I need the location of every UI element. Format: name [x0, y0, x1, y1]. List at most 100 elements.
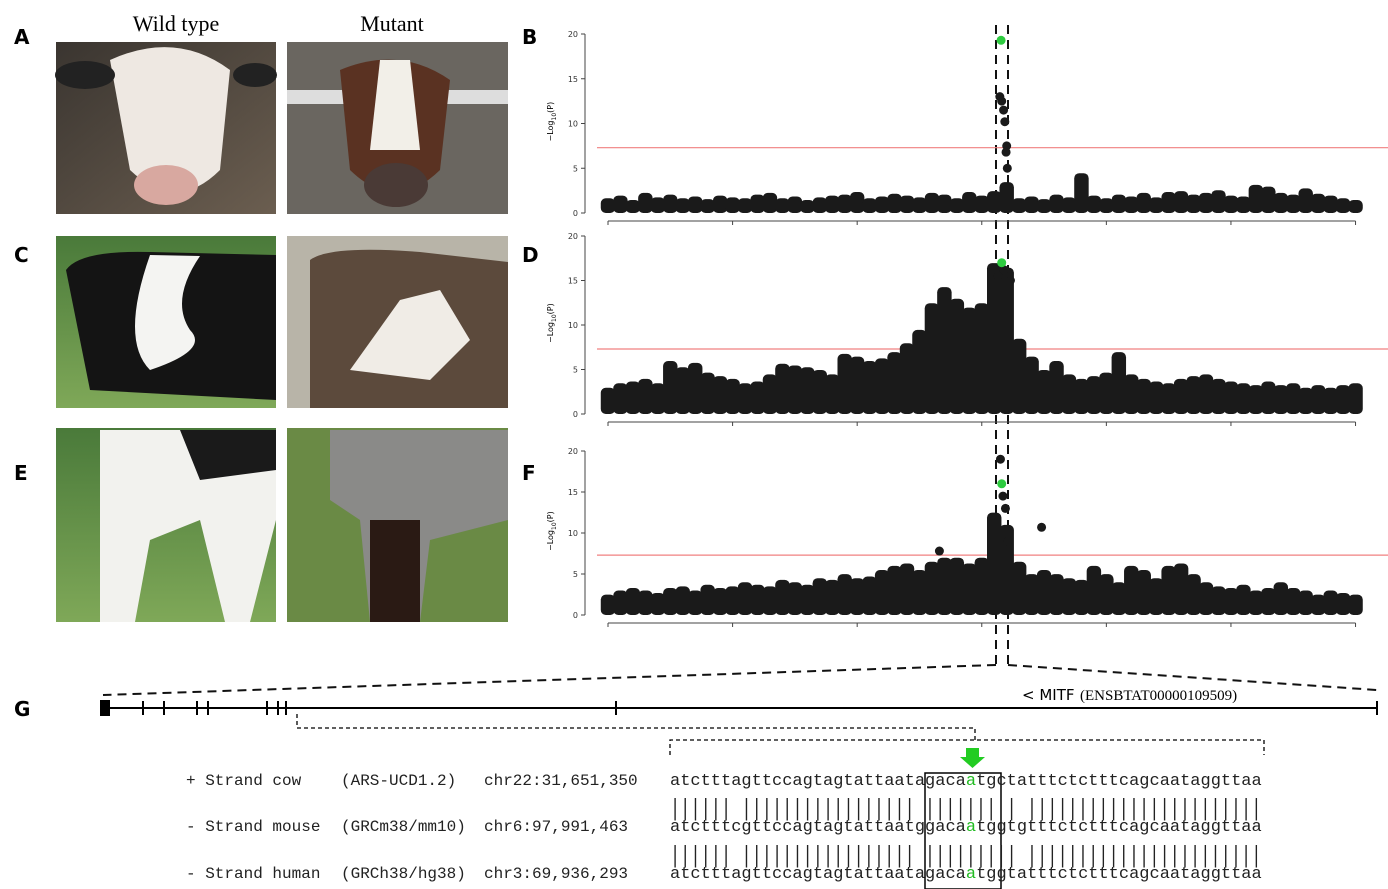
- snp-column: [825, 579, 840, 615]
- snp-column: [874, 358, 890, 414]
- snp-column: [1335, 592, 1351, 615]
- snp-column: [974, 195, 989, 213]
- sequence: atctttagttccagtagtattaatagacaatgctatttct…: [670, 772, 1262, 791]
- snp-column: [874, 570, 890, 615]
- snp-column: [1161, 565, 1176, 615]
- snp-column: [1198, 582, 1214, 615]
- snp-column: [750, 194, 765, 213]
- y-axis-label-part: −Log: [546, 530, 555, 551]
- y-tick-label: 0: [573, 611, 578, 620]
- lead-snp: [997, 479, 1007, 489]
- snp-column: [1111, 194, 1127, 213]
- snp-column: [1074, 579, 1089, 615]
- snp-column: [750, 381, 765, 414]
- y-axis-label-part: (P): [546, 303, 555, 314]
- snp-column: [725, 378, 740, 414]
- gene-model: [100, 700, 1378, 716]
- snp-column: [1124, 196, 1139, 213]
- panel-label: F: [522, 461, 536, 485]
- snp-column: [1086, 195, 1102, 213]
- snp-column: [775, 579, 790, 615]
- y-axis-label-part: (P): [546, 511, 555, 522]
- snp-column: [600, 387, 616, 414]
- sequence-part: tggtgtttctctttcagcaataggttaa: [976, 818, 1262, 837]
- snp-column: [899, 563, 915, 615]
- snp-column: [1049, 194, 1064, 213]
- sequence-part: atctttagttccagtagtattaatagaca: [670, 865, 966, 884]
- snp-column: [1323, 195, 1338, 213]
- snp-column: [1348, 594, 1363, 615]
- snp-column: [899, 195, 915, 213]
- snp-column: [663, 588, 678, 615]
- snp-column: [899, 343, 915, 414]
- y-tick-label: 10: [568, 120, 578, 129]
- variant-arrow: [960, 748, 985, 768]
- photo-a-wild: [55, 42, 277, 214]
- snp-column: [837, 353, 852, 414]
- strand-label: + Strand cow: [186, 772, 302, 790]
- y-axis-label: −Log10(P): [546, 102, 558, 142]
- snp-column: [1111, 352, 1127, 414]
- snp-column: [712, 195, 728, 213]
- snp-column: [937, 194, 952, 213]
- snp-point: [998, 491, 1008, 501]
- snp-column: [1298, 590, 1313, 615]
- snp-column: [1099, 198, 1114, 213]
- snp-column: [762, 374, 778, 414]
- snp-column: [999, 524, 1014, 615]
- snp-column: [638, 378, 653, 414]
- y-tick-label: 5: [573, 164, 578, 173]
- snp-column: [949, 557, 965, 615]
- snp-column: [987, 263, 1002, 414]
- snp-column: [812, 197, 828, 213]
- snp-column: [1211, 378, 1226, 414]
- snp-column: [650, 197, 666, 213]
- snp-column: [999, 182, 1014, 213]
- snp-column: [687, 362, 703, 414]
- snp-column: [974, 303, 989, 414]
- snp-column: [962, 191, 977, 213]
- snp-column: [800, 367, 815, 414]
- photo-header: Wild type: [133, 11, 220, 36]
- snp-column: [825, 374, 840, 414]
- snp-column: [737, 198, 753, 213]
- snp-column: [1298, 188, 1313, 213]
- snp-column: [638, 192, 653, 213]
- snp-column: [1136, 378, 1151, 414]
- panel-label: A: [14, 25, 30, 49]
- snp-point: [1037, 522, 1047, 532]
- y-tick-label: 15: [568, 488, 578, 497]
- snp-column: [1248, 184, 1264, 213]
- snp-column: [1173, 563, 1189, 615]
- snp-column: [675, 586, 690, 615]
- variant-base: a: [966, 865, 976, 884]
- snp-column: [1136, 192, 1151, 213]
- snp-column: [1161, 191, 1176, 213]
- snp-column: [1261, 588, 1276, 615]
- snp-column: [924, 303, 940, 414]
- snp-column: [613, 195, 628, 213]
- snp-column: [625, 588, 641, 615]
- snp-column: [625, 381, 641, 414]
- snp-column: [1198, 374, 1214, 414]
- snp-point: [1000, 503, 1010, 513]
- snp-column: [862, 576, 877, 615]
- snp-column: [1086, 376, 1102, 414]
- snp-column: [1024, 196, 1039, 213]
- snp-column: [663, 194, 678, 213]
- sequence: atctttagttccagtagtattaatagacaatggtatttct…: [670, 865, 1262, 884]
- variant-box: [924, 772, 1002, 889]
- snp-column: [1148, 578, 1164, 615]
- photo-c-mutant: [287, 236, 508, 408]
- variant-base: a: [966, 818, 976, 837]
- snp-column: [1186, 574, 1201, 615]
- snp-column: [1236, 196, 1251, 213]
- snp-column: [1223, 195, 1239, 213]
- snp-column: [1261, 186, 1276, 213]
- snp-column: [787, 365, 803, 414]
- snp-column: [737, 383, 753, 414]
- snp-column: [1310, 385, 1326, 414]
- snp-column: [775, 363, 790, 414]
